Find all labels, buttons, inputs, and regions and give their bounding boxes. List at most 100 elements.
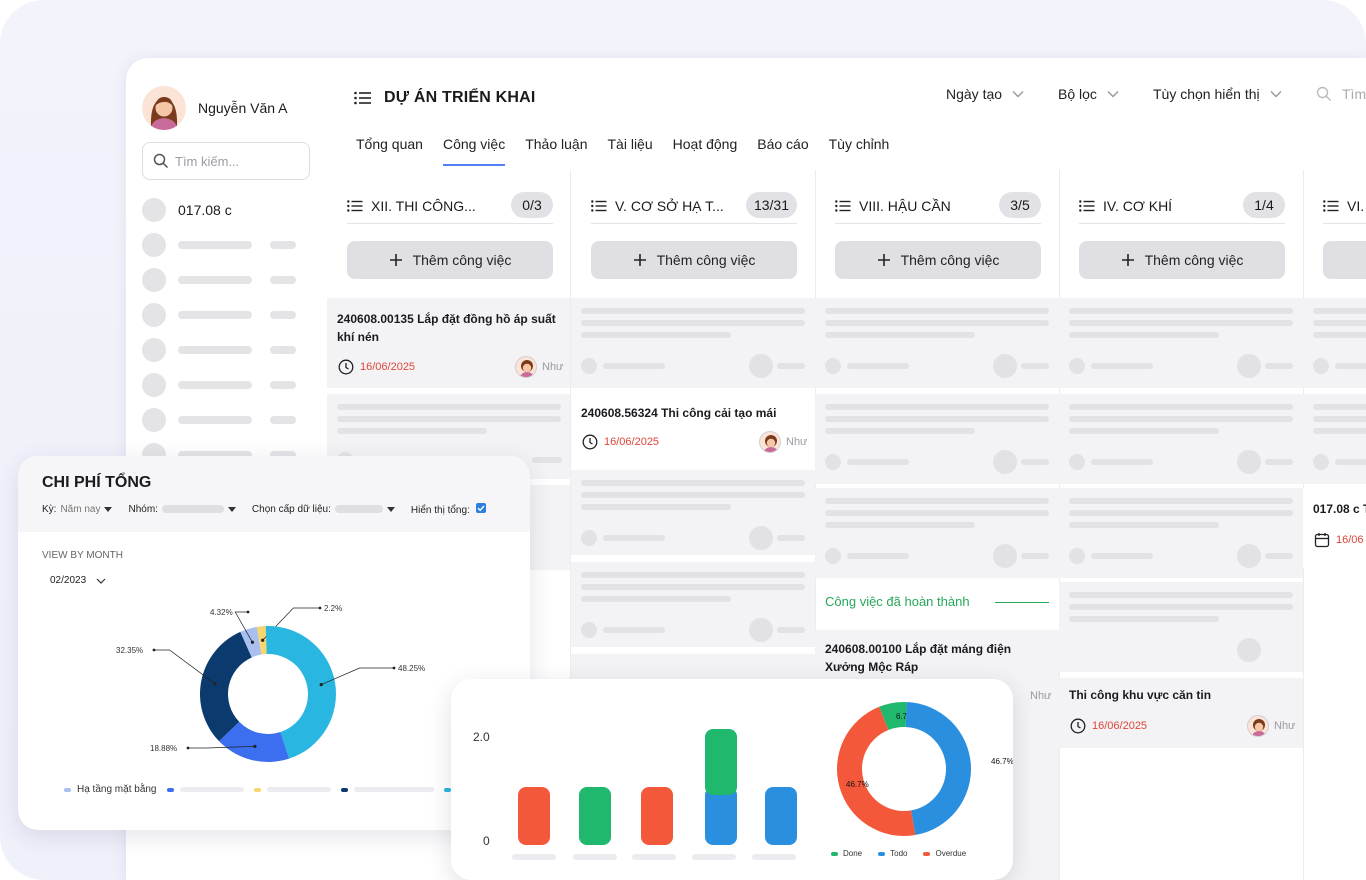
donut-slice[interactable] (265, 626, 336, 759)
placeholder-avatar (1237, 544, 1261, 568)
list-item-placeholder[interactable] (142, 227, 296, 262)
placeholder-bar (532, 457, 562, 463)
list-item-placeholder[interactable] (142, 402, 296, 437)
chevron-down-icon (1107, 91, 1119, 98)
task-card-placeholder[interactable] (571, 470, 815, 555)
completed-section-label[interactable]: Công việc đã hoàn thành (825, 594, 970, 609)
donut-slice[interactable] (879, 702, 907, 730)
bar-segment[interactable] (705, 787, 737, 845)
task-card-placeholder[interactable] (571, 298, 815, 388)
sidebar-search[interactable] (142, 142, 310, 180)
task-card-placeholder[interactable] (571, 562, 815, 647)
clock-icon (1070, 718, 1086, 734)
plus-icon (1121, 254, 1134, 266)
sidebar-search-input[interactable] (175, 153, 295, 169)
list-icon (1079, 199, 1095, 212)
project-icon (142, 197, 166, 222)
header-search[interactable]: Tìm (1316, 86, 1366, 102)
header-search-label: Tìm (1342, 86, 1366, 102)
level-filter[interactable]: Chọn cấp dữ liệu: (252, 504, 395, 515)
task-card-placeholder[interactable] (1059, 488, 1303, 578)
donut-slice[interactable] (200, 631, 252, 742)
leader-dot (318, 606, 322, 610)
page-title: DỰ ÁN TRIỂN KHAI (384, 89, 536, 106)
donut-slice[interactable] (837, 706, 916, 836)
task-card[interactable]: Thi công khu vực căn tin 16/06/2025 Như (1059, 678, 1303, 748)
placeholder-bar (847, 459, 909, 465)
cost-filters: Kỳ: Năm nay Nhóm: Chọn cấp dữ liệu: Hiển … (42, 503, 486, 516)
tab-discussion[interactable]: Thảo luận (525, 136, 588, 152)
task-card-placeholder[interactable] (1059, 298, 1303, 388)
donut-slice[interactable] (219, 721, 290, 762)
column-title: IV. CƠ KHÍ (1103, 197, 1173, 214)
list-item-placeholder[interactable] (142, 367, 296, 402)
legend-placeholder (266, 787, 331, 792)
display-options-dropdown[interactable]: Tùy chọn hiển thị (1153, 86, 1282, 102)
task-card-placeholder[interactable] (1059, 394, 1303, 484)
group-filter[interactable]: Nhóm: (128, 504, 236, 515)
month-selector[interactable]: 02/2023 (50, 575, 106, 586)
leader-line (321, 667, 394, 685)
placeholder-bar (337, 404, 561, 410)
legend-item-todo: Todo (878, 849, 907, 858)
y-tick-label: 2.0 (473, 730, 490, 744)
tab-customize[interactable]: Tùy chỉnh (828, 136, 890, 152)
tab-tasks[interactable]: Công việc (442, 136, 506, 166)
filter-dropdown[interactable]: Bộ lọc (1058, 86, 1119, 102)
display-options-label: Tùy chọn hiển thị (1153, 86, 1260, 102)
task-card-placeholder[interactable] (815, 394, 1059, 484)
add-task-button[interactable]: Thêm công việc (591, 241, 797, 279)
avatar[interactable] (142, 86, 186, 130)
placeholder-bar (847, 363, 909, 369)
tab-overview[interactable]: Tổng quan (356, 136, 423, 152)
status-legend: Done Todo Overdue (831, 849, 966, 858)
placeholder-bar (178, 415, 252, 424)
tab-documents[interactable]: Tài liệu (607, 136, 653, 152)
tab-reports[interactable]: Báo cáo (757, 136, 809, 152)
bar-segment[interactable] (579, 787, 611, 845)
slice-percent-label: 6.7% (896, 712, 914, 721)
sort-dropdown[interactable]: Ngày tạo (946, 86, 1024, 102)
checkbox-checked-icon[interactable] (475, 503, 486, 513)
add-task-button[interactable] (1323, 241, 1366, 279)
show-total-toggle[interactable]: Hiển thị tổng: (411, 503, 486, 516)
period-filter[interactable]: Kỳ: Năm nay (42, 504, 113, 515)
column-header: XII. THI CÔNG... 0/3 (347, 190, 553, 224)
list-item-placeholder[interactable] (142, 332, 296, 367)
bar-segment[interactable] (705, 729, 737, 795)
task-card-placeholder[interactable] (815, 298, 1059, 388)
user-profile[interactable]: Nguyễn Văn A (142, 86, 288, 130)
add-task-button[interactable]: Thêm công việc (1079, 241, 1285, 279)
list-icon (835, 199, 851, 212)
placeholder-bar (1069, 320, 1293, 326)
task-card-placeholder[interactable] (1303, 394, 1366, 484)
placeholder-bar (1313, 332, 1366, 338)
placeholder-bar (581, 572, 805, 578)
task-card-placeholder[interactable] (815, 488, 1059, 578)
tab-activity[interactable]: Hoạt động (672, 136, 738, 152)
list-item[interactable]: 017.08 c (142, 192, 296, 227)
list-item-placeholder[interactable] (142, 297, 296, 332)
placeholder-bar (1021, 553, 1049, 559)
task-card[interactable]: 017.08 c T 16/06 (1303, 488, 1366, 568)
bar-segment[interactable] (765, 787, 797, 845)
add-task-button[interactable]: Thêm công việc (347, 241, 553, 279)
task-card-placeholder[interactable] (1059, 582, 1303, 672)
placeholder-bar (825, 522, 975, 528)
task-card-placeholder[interactable] (1303, 298, 1366, 388)
add-task-button[interactable]: Thêm công việc (835, 241, 1041, 279)
placeholder-dot (1069, 454, 1085, 470)
bar-segment[interactable] (518, 787, 550, 845)
task-card[interactable]: 240608.00135 Lắp đặt đồng hồ áp suất khí… (327, 298, 571, 388)
category-placeholder (512, 854, 556, 860)
task-card[interactable]: 240608.56324 Thi công cải tạo mái 16/06/… (571, 394, 815, 464)
list-menu-icon[interactable] (354, 91, 372, 105)
task-due-date: 16/06 (1336, 534, 1364, 546)
month-value: 02/2023 (50, 575, 87, 586)
clock-icon (338, 359, 354, 375)
list-item-placeholder[interactable] (142, 262, 296, 297)
tab-bar: Tổng quan Công việc Thảo luận Tài liệu H… (356, 136, 889, 166)
leader-dot (246, 610, 250, 614)
donut-slice[interactable] (905, 702, 971, 836)
bar-segment[interactable] (641, 787, 673, 845)
